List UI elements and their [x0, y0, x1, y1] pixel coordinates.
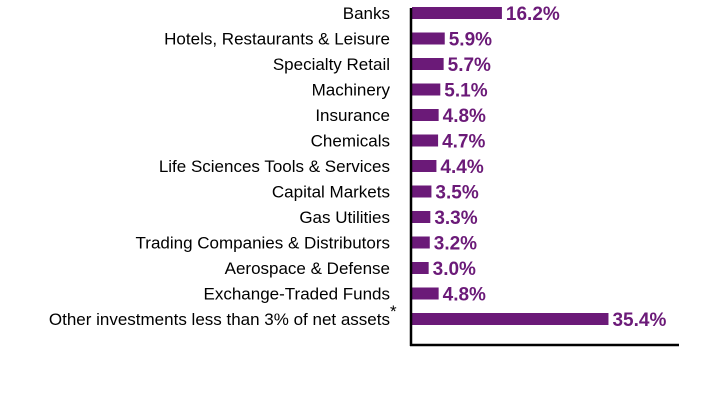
category-label: Gas Utilities [299, 208, 390, 227]
bar [412, 313, 609, 325]
bar [412, 83, 441, 96]
bar [412, 262, 429, 274]
category-label: Aerospace & Defense [225, 259, 390, 278]
bar [412, 236, 430, 249]
data-label: 4.8% [443, 285, 486, 306]
bar [412, 109, 439, 121]
category-label: Banks [343, 4, 390, 23]
data-label: 3.2% [434, 234, 477, 255]
bar [412, 185, 432, 198]
bar [412, 58, 444, 70]
footnote-mark: * [390, 302, 397, 321]
data-label: 3.3% [434, 208, 477, 229]
category-label: Hotels, Restaurants & Leisure [164, 30, 390, 49]
category-label: Life Sciences Tools & Services [159, 157, 390, 176]
data-label: 4.7% [442, 132, 485, 153]
category-label: Trading Companies & Distributors [136, 234, 390, 253]
bar [412, 287, 439, 300]
bar [412, 7, 502, 19]
category-label: Exchange-Traded Funds [204, 285, 390, 304]
data-label: 4.4% [440, 157, 483, 178]
bar [412, 160, 437, 172]
category-label: Machinery [312, 81, 391, 100]
chart-marks: Banks 16.2% Hotels, Restaurants & Leisure 5… [49, 4, 667, 331]
bar [412, 211, 431, 223]
data-label: 5.1% [444, 81, 487, 102]
data-label: 3.0% [433, 259, 476, 280]
data-label: 5.7% [448, 55, 491, 76]
category-label: Insurance [315, 106, 390, 125]
data-label: 4.8% [443, 106, 486, 127]
category-label: Chemicals [311, 132, 390, 151]
bar [412, 134, 439, 147]
category-label: Capital Markets [272, 183, 390, 202]
data-label: 16.2% [506, 4, 560, 25]
category-label: Other investments less than 3% of net as… [49, 310, 390, 329]
data-label: 3.5% [435, 183, 478, 204]
data-label: 5.9% [449, 30, 492, 51]
data-label: 35.4% [612, 310, 666, 331]
bar [412, 32, 445, 45]
category-label: Specialty Retail [273, 55, 390, 74]
